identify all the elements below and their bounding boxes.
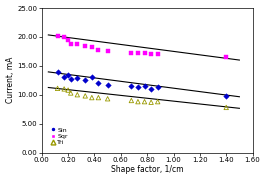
Point: [156, 86, 160, 89]
Point: [83, 94, 87, 97]
Point: [106, 50, 110, 53]
Point: [149, 53, 153, 56]
Point: [62, 87, 66, 90]
Point: [90, 76, 94, 79]
Point: [129, 85, 134, 87]
Point: [136, 52, 140, 55]
Y-axis label: Current, mA: Current, mA: [6, 57, 15, 104]
Point: [75, 42, 80, 45]
Point: [55, 71, 60, 74]
Point: [83, 79, 87, 82]
Point: [62, 35, 66, 38]
Point: [66, 89, 70, 92]
Point: [96, 82, 101, 85]
Point: [129, 99, 134, 102]
Point: [142, 100, 147, 103]
Point: [69, 42, 73, 45]
Point: [224, 56, 228, 59]
Point: [66, 38, 70, 41]
Point: [224, 106, 228, 109]
Point: [96, 48, 101, 51]
Point: [106, 84, 110, 86]
Point: [106, 97, 110, 100]
X-axis label: Shape factor, 1/cm: Shape factor, 1/cm: [111, 165, 184, 174]
Point: [90, 45, 94, 48]
Point: [69, 77, 73, 80]
Point: [136, 100, 140, 103]
Point: [55, 87, 60, 90]
Point: [75, 76, 80, 79]
Point: [66, 73, 70, 76]
Point: [142, 52, 147, 55]
Point: [83, 44, 87, 47]
Point: [156, 53, 160, 56]
Point: [136, 86, 140, 89]
Point: [75, 93, 80, 96]
Point: [129, 51, 134, 54]
Legend: Sin, Sqr, Tri: Sin, Sqr, Tri: [49, 126, 69, 147]
Point: [96, 96, 101, 99]
Point: [149, 87, 153, 90]
Point: [55, 35, 60, 38]
Point: [224, 94, 228, 97]
Point: [142, 85, 147, 87]
Point: [149, 101, 153, 104]
Point: [90, 96, 94, 99]
Point: [156, 100, 160, 103]
Point: [62, 76, 66, 79]
Point: [69, 92, 73, 94]
